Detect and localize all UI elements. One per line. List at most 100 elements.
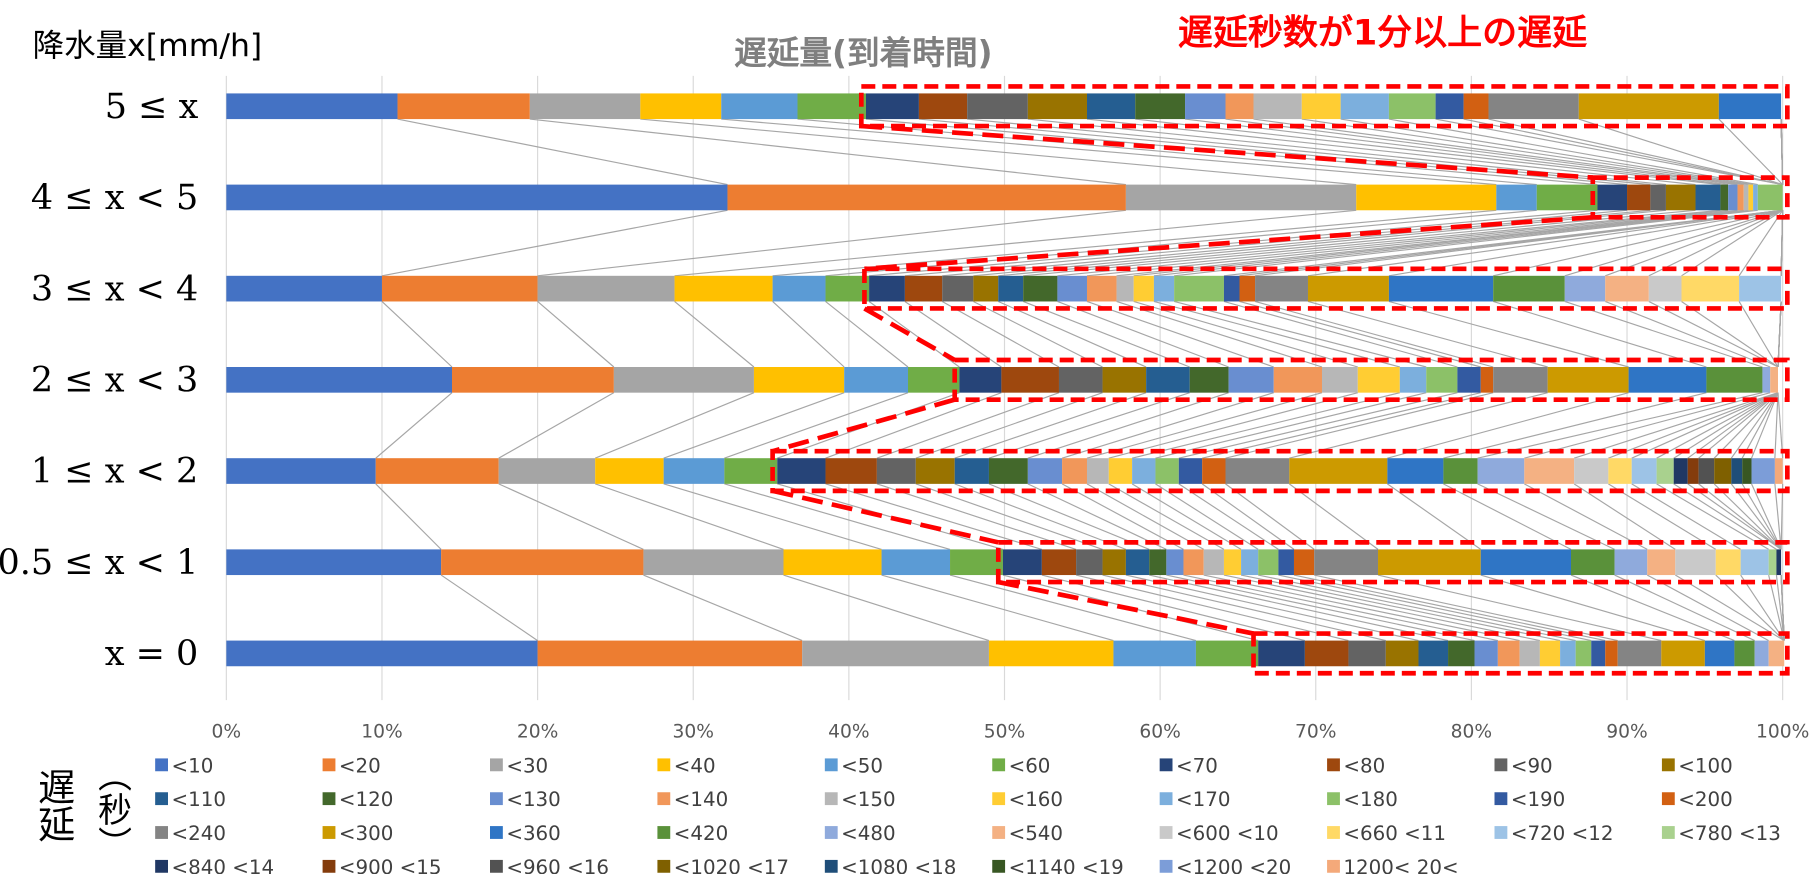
series-line xyxy=(1741,483,1782,550)
series-line xyxy=(643,574,803,642)
series-line xyxy=(1307,209,1783,277)
bar-segment xyxy=(1714,458,1732,484)
series-line xyxy=(1775,574,1785,641)
series-line xyxy=(1108,483,1225,550)
highlight-box xyxy=(858,84,1790,129)
bar-segment xyxy=(967,93,1028,120)
series-line xyxy=(1240,574,1561,642)
series-line xyxy=(1443,392,1707,459)
bar-segment xyxy=(1102,367,1147,393)
bar-segment xyxy=(1203,549,1224,576)
x-tick-label: 60% xyxy=(1139,721,1180,742)
x-tick-label: 50% xyxy=(984,721,1025,742)
series-line xyxy=(1524,483,1648,550)
bar-segment xyxy=(1695,184,1721,211)
bar-segment xyxy=(797,93,866,120)
series-line xyxy=(724,483,951,550)
series-line xyxy=(1738,209,1784,277)
bar-segment xyxy=(865,93,919,120)
series-line xyxy=(1086,392,1323,459)
bar-segment xyxy=(1524,458,1575,484)
legend-label: <960 <16 xyxy=(506,856,609,874)
highlight-connector xyxy=(861,123,1593,180)
series-line xyxy=(1201,483,1295,550)
bar-segment xyxy=(954,458,989,484)
series-line xyxy=(1057,209,1729,277)
bar-segment xyxy=(1041,549,1077,576)
series-line xyxy=(1061,392,1274,459)
series-line xyxy=(1258,574,1576,642)
legend-label: <300 xyxy=(339,822,393,845)
series-line xyxy=(1608,483,1717,550)
series-line xyxy=(1477,483,1615,550)
legend-label: <30 xyxy=(506,754,548,777)
bar-segment xyxy=(1739,275,1782,302)
legend-label: <720 <12 xyxy=(1511,822,1614,845)
bar-segment xyxy=(772,275,826,302)
series-line xyxy=(1108,392,1358,459)
series-line xyxy=(1573,392,1779,459)
bar-segment xyxy=(452,367,614,393)
bar-segment xyxy=(881,549,951,576)
series-line xyxy=(1488,118,1783,186)
series-line xyxy=(537,301,615,368)
bar-segment xyxy=(1135,93,1186,120)
legend-swatch xyxy=(992,792,1006,806)
legend-label: <240 xyxy=(172,822,226,845)
series-line xyxy=(1608,392,1779,459)
bar-segment xyxy=(674,275,773,302)
x-tick-label: 90% xyxy=(1606,721,1647,742)
bar-segment xyxy=(1574,458,1609,484)
bar-segment xyxy=(1743,184,1749,211)
series-line xyxy=(1477,392,1763,459)
legend-swatch xyxy=(1327,859,1340,873)
bar-segment xyxy=(1258,549,1279,576)
bar-segment xyxy=(1497,640,1520,667)
highlight-connector xyxy=(772,488,999,545)
series-line xyxy=(1493,209,1783,277)
series-line xyxy=(1524,392,1771,459)
series-line xyxy=(1388,118,1758,186)
series-line xyxy=(1687,483,1782,550)
bar-segment xyxy=(1289,458,1388,484)
bar-segment xyxy=(1493,367,1548,393)
bar-segment xyxy=(1605,275,1649,302)
legend-label: <1080 <18 xyxy=(841,856,956,874)
category-label: 4 ≤ x < 5 xyxy=(31,178,198,218)
series-line xyxy=(1027,392,1229,459)
bar-segment xyxy=(1307,275,1389,302)
series-line xyxy=(1203,574,1520,642)
series-line xyxy=(1023,209,1721,277)
series-line xyxy=(1022,300,1190,368)
legend-swatch xyxy=(155,792,168,806)
series-line xyxy=(594,392,755,459)
bar-segment xyxy=(1480,367,1494,393)
series-line xyxy=(1443,483,1572,550)
legend-label: <200 xyxy=(1678,788,1732,811)
series-line xyxy=(1155,392,1427,459)
bar-segment xyxy=(908,367,960,393)
bar-segment xyxy=(1631,458,1657,484)
legend-swatch xyxy=(657,792,671,806)
bar-segment xyxy=(1388,275,1494,302)
bar-segment xyxy=(1086,275,1117,302)
series-line xyxy=(1293,574,1606,642)
x-tick-label: 40% xyxy=(828,721,869,742)
bar-segment xyxy=(1062,458,1087,484)
legend-swatch xyxy=(1159,758,1173,772)
bar-segment xyxy=(1185,93,1226,120)
bar-segment xyxy=(1754,640,1769,667)
series-line xyxy=(1314,574,1618,642)
bar-segment xyxy=(1057,275,1087,302)
series-line xyxy=(1202,392,1481,459)
bar-segment xyxy=(1648,275,1682,302)
series-line xyxy=(1605,209,1783,277)
series-line xyxy=(440,574,538,642)
bar-segment xyxy=(1715,549,1741,576)
series-line xyxy=(1057,300,1229,368)
x-tick-label: 80% xyxy=(1451,721,1492,742)
series-line xyxy=(915,483,1103,550)
series-line xyxy=(1751,483,1782,550)
series-line xyxy=(663,483,882,550)
bar-segment xyxy=(1474,640,1498,667)
